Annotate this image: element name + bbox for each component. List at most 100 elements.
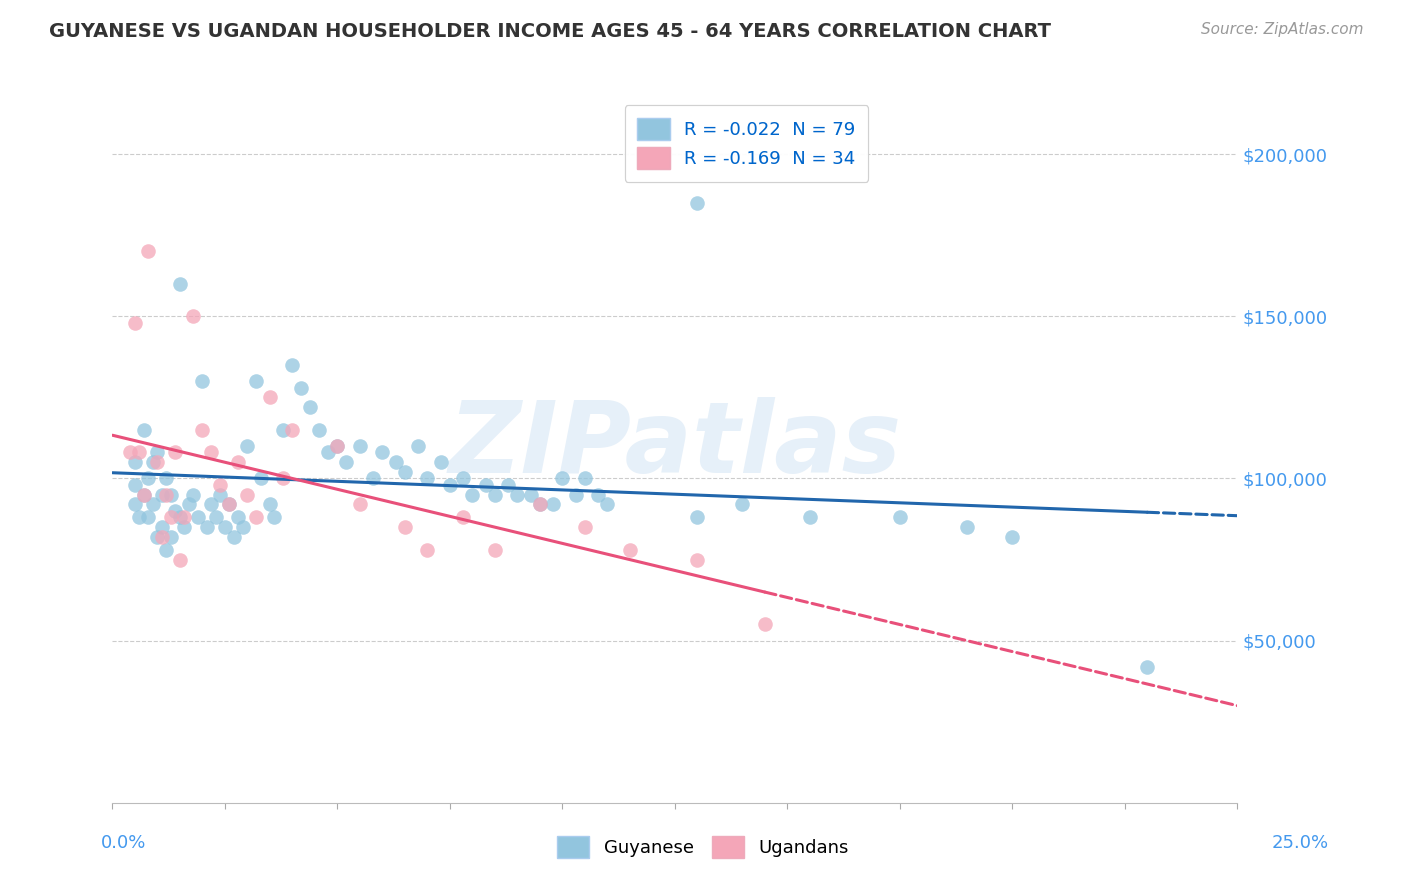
Point <box>506 488 529 502</box>
Point <box>142 455 165 469</box>
Point <box>160 530 183 544</box>
Point <box>273 423 295 437</box>
Point <box>173 510 195 524</box>
Point <box>551 471 574 485</box>
Point <box>408 439 430 453</box>
Point <box>150 530 173 544</box>
Point <box>416 471 439 485</box>
Point <box>205 510 228 524</box>
Point <box>183 488 205 502</box>
Point <box>484 542 506 557</box>
Point <box>439 478 461 492</box>
Point <box>461 488 484 502</box>
Point <box>124 316 146 330</box>
Point <box>543 497 565 511</box>
Point <box>146 445 169 459</box>
Point <box>200 497 222 511</box>
Point <box>146 530 169 544</box>
Point <box>318 445 340 459</box>
Point <box>214 520 236 534</box>
Point <box>150 488 173 502</box>
Text: ZIPatlas: ZIPatlas <box>449 398 901 494</box>
Point <box>416 542 439 557</box>
Point <box>218 497 240 511</box>
Point <box>263 510 285 524</box>
Point <box>619 542 641 557</box>
Point <box>475 478 498 492</box>
Point <box>686 552 709 566</box>
Point <box>169 510 191 524</box>
Text: Source: ZipAtlas.com: Source: ZipAtlas.com <box>1201 22 1364 37</box>
Point <box>132 423 155 437</box>
Point <box>169 277 191 291</box>
Point <box>124 455 146 469</box>
Point <box>731 497 754 511</box>
Point <box>138 510 160 524</box>
Point <box>155 488 177 502</box>
Point <box>574 520 596 534</box>
Point <box>529 497 551 511</box>
Point <box>245 374 267 388</box>
Point <box>228 510 250 524</box>
Point <box>150 520 173 534</box>
Point <box>195 520 218 534</box>
Point <box>222 530 245 544</box>
Text: GUYANESE VS UGANDAN HOUSEHOLDER INCOME AGES 45 - 64 YEARS CORRELATION CHART: GUYANESE VS UGANDAN HOUSEHOLDER INCOME A… <box>49 22 1052 41</box>
Point <box>169 552 191 566</box>
Point <box>165 504 187 518</box>
Point <box>686 510 709 524</box>
Point <box>250 471 273 485</box>
Point <box>453 471 475 485</box>
Point <box>281 423 304 437</box>
Point <box>124 497 146 511</box>
Point <box>191 423 214 437</box>
Point <box>430 455 453 469</box>
Point <box>956 520 979 534</box>
Legend: R = -0.022  N = 79, R = -0.169  N = 34: R = -0.022 N = 79, R = -0.169 N = 34 <box>624 105 869 182</box>
Point <box>326 439 349 453</box>
Point <box>273 471 295 485</box>
Point <box>1001 530 1024 544</box>
Point <box>120 445 142 459</box>
Point <box>165 445 187 459</box>
Point <box>245 510 267 524</box>
Point <box>132 488 155 502</box>
Point <box>183 310 205 324</box>
Point <box>128 510 150 524</box>
Point <box>209 478 232 492</box>
Point <box>565 488 588 502</box>
Point <box>146 455 169 469</box>
Point <box>385 455 408 469</box>
Point <box>453 510 475 524</box>
Point <box>209 488 232 502</box>
Point <box>596 497 619 511</box>
Point <box>236 488 259 502</box>
Point <box>160 488 183 502</box>
Point <box>232 520 254 534</box>
Point <box>529 497 551 511</box>
Point <box>218 497 240 511</box>
Point <box>187 510 209 524</box>
Point <box>228 455 250 469</box>
Point <box>142 497 165 511</box>
Point <box>326 439 349 453</box>
Point <box>200 445 222 459</box>
Point <box>155 471 177 485</box>
Point <box>132 488 155 502</box>
Point <box>173 520 195 534</box>
Point <box>259 390 281 404</box>
Point <box>128 445 150 459</box>
Point <box>349 497 371 511</box>
Text: 0.0%: 0.0% <box>101 834 146 852</box>
Point <box>498 478 520 492</box>
Point <box>484 488 506 502</box>
Legend: Guyanese, Ugandans: Guyanese, Ugandans <box>550 829 856 865</box>
Point <box>799 510 821 524</box>
Point <box>308 423 330 437</box>
Point <box>160 510 183 524</box>
Point <box>138 244 160 259</box>
Point <box>335 455 357 469</box>
Point <box>290 381 312 395</box>
Point <box>191 374 214 388</box>
Point <box>371 445 394 459</box>
